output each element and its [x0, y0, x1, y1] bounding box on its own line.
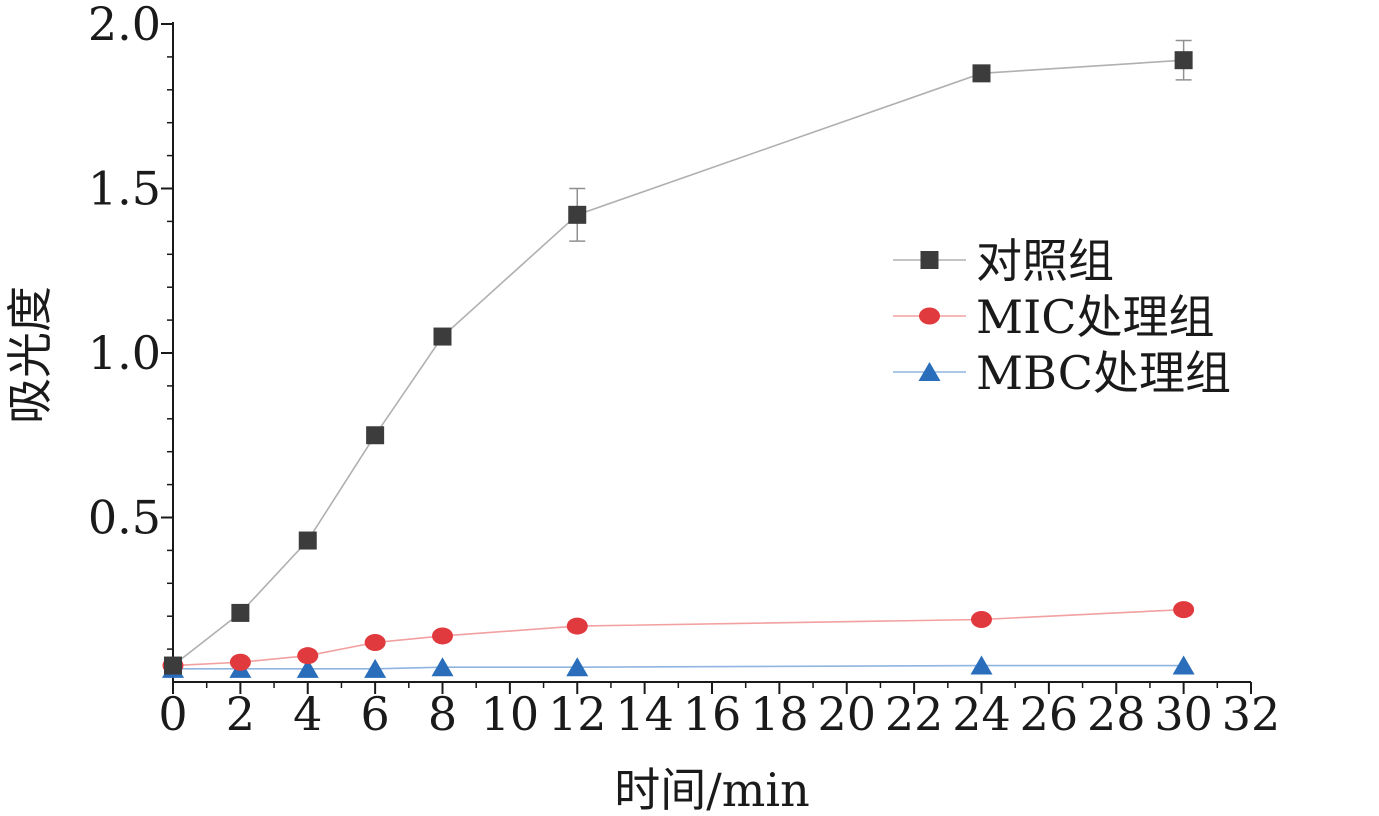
- data-point: [296, 658, 319, 678]
- x-tick-label: 14: [615, 687, 674, 741]
- y-tick-label: 1.5: [88, 162, 161, 216]
- data-point: [298, 531, 317, 550]
- data-point: [972, 64, 991, 83]
- axes: 0 2 4 6 8 10 12 14 16 18 20 22 24 26 28 30 320.51.01.52.…: [88, 0, 1280, 741]
- series-line: [173, 664, 1184, 670]
- legend-marker: [919, 307, 940, 325]
- legend-label: 对照组: [976, 234, 1114, 288]
- x-tick-label: 22: [885, 687, 944, 741]
- x-tick-label: 18: [750, 687, 809, 741]
- data-point: [164, 656, 182, 675]
- legend-marker: [920, 251, 939, 269]
- x-tick-label: 10: [481, 687, 540, 741]
- x-tick-label: 8: [428, 687, 457, 741]
- x-tick-label: 12: [548, 687, 607, 741]
- y-tick-label: 2.0: [88, 0, 161, 51]
- x-axis-title: 时间/min: [614, 763, 809, 816]
- data-point: [1174, 51, 1193, 70]
- x-tick-label: 6: [360, 687, 389, 741]
- data-point: [566, 617, 588, 635]
- data-point: [364, 658, 387, 678]
- x-tick-label: 2: [226, 687, 255, 741]
- x-tick-label: 0: [158, 687, 187, 741]
- legend-label: MBC处理组: [976, 346, 1231, 400]
- legend-marker: [918, 362, 941, 381]
- series-line: [172, 59, 1184, 667]
- data-point: [433, 327, 452, 346]
- x-tick-label: 16: [683, 687, 742, 741]
- data-point: [431, 657, 454, 677]
- legend-item: MBC处理组: [893, 346, 1231, 400]
- series-1: [164, 39, 1193, 675]
- x-tick-label: 24: [952, 687, 1011, 741]
- data-point: [1172, 655, 1195, 675]
- data-point: [229, 653, 251, 671]
- data-point: [364, 634, 386, 652]
- x-tick-label: 30: [1154, 687, 1213, 741]
- y-axis-title: 吸光度: [3, 286, 57, 424]
- data-point: [568, 205, 587, 224]
- data-point: [970, 655, 993, 675]
- y-tick-label: 1.0: [88, 326, 161, 380]
- legend-item: 对照组: [893, 234, 1114, 288]
- data-point: [566, 657, 589, 677]
- data-point: [297, 647, 319, 665]
- series-2: [162, 601, 1195, 675]
- data-point: [971, 610, 992, 628]
- data-point: [366, 426, 385, 445]
- data-point: [1173, 601, 1195, 619]
- x-tick-label: 20: [817, 687, 876, 741]
- x-tick-label: 28: [1087, 687, 1146, 741]
- legend-item: MIC处理组: [893, 290, 1214, 344]
- series-line: [172, 608, 1184, 667]
- legend-label: MIC处理组: [976, 290, 1214, 344]
- x-tick-label: 4: [293, 687, 322, 741]
- data-point: [231, 603, 250, 622]
- y-tick-label: 0.5: [88, 491, 161, 545]
- x-tick-label: 26: [1020, 687, 1079, 741]
- series-layer: [162, 39, 1195, 678]
- data-point: [432, 627, 453, 645]
- x-tick-label: 32: [1222, 687, 1281, 741]
